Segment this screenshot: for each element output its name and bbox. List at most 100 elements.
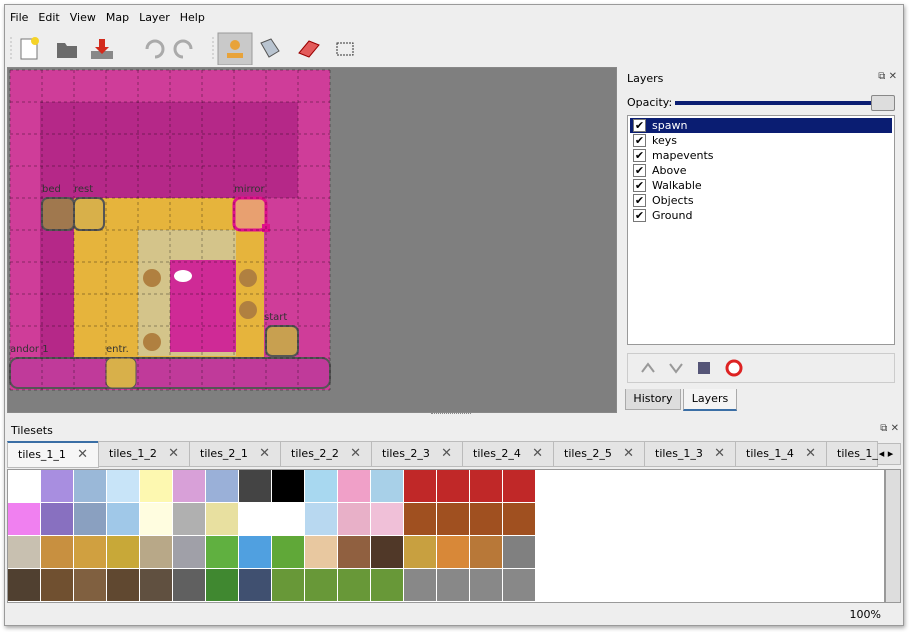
tile[interactable] <box>140 569 172 601</box>
duplicate-layer[interactable] <box>698 362 710 374</box>
tileset-tab[interactable]: tiles_1_2 ✕ <box>98 441 190 467</box>
tile[interactable] <box>437 470 469 502</box>
splitter[interactable] <box>431 413 471 417</box>
tab-close[interactable]: ✕ <box>532 446 543 461</box>
tab-close[interactable]: ✕ <box>168 446 179 461</box>
tile[interactable] <box>173 536 205 568</box>
tile[interactable] <box>41 503 73 535</box>
raise-layer[interactable] <box>641 362 655 373</box>
tile[interactable] <box>173 503 205 535</box>
lower-layer[interactable] <box>669 363 683 374</box>
tile[interactable] <box>404 569 436 601</box>
tile[interactable] <box>470 536 502 568</box>
tile[interactable] <box>338 503 370 535</box>
tile[interactable] <box>41 536 73 568</box>
tileset-tab[interactable]: tiles_2_3 ✕ <box>371 441 463 467</box>
tile[interactable] <box>140 470 172 502</box>
tile[interactable] <box>503 569 535 601</box>
tile[interactable] <box>503 536 535 568</box>
tile[interactable] <box>437 503 469 535</box>
menu-item[interactable]: Map <box>105 11 130 24</box>
tile[interactable] <box>140 536 172 568</box>
tile[interactable] <box>74 503 106 535</box>
fill-tool[interactable] <box>260 38 280 58</box>
tile[interactable] <box>107 569 139 601</box>
tileset-tab[interactable]: tiles_2_1 ✕ <box>189 441 281 467</box>
layer-visibility[interactable]: ✔ <box>633 119 646 132</box>
tileset-tab[interactable]: tiles_2_2 ✕ <box>280 441 372 467</box>
tile[interactable] <box>470 569 502 601</box>
tileset-tab[interactable]: tiles_2_4 ✕ <box>462 441 554 467</box>
tileset-tab[interactable]: tiles_1_3 ✕ <box>644 441 736 467</box>
tile[interactable] <box>371 503 403 535</box>
layer-row[interactable]: ✔ keys <box>630 133 892 148</box>
eraser-tool[interactable] <box>298 40 320 58</box>
tab-close[interactable]: ✕ <box>805 446 816 461</box>
scrollbar[interactable] <box>885 469 901 603</box>
tile[interactable] <box>74 470 106 502</box>
tab-close[interactable]: ✕ <box>77 447 88 462</box>
save-icon[interactable] <box>91 51 113 59</box>
tile[interactable] <box>470 470 502 502</box>
tile[interactable] <box>305 569 337 601</box>
tile[interactable] <box>437 536 469 568</box>
tile[interactable] <box>140 503 172 535</box>
menu-item[interactable]: Layer <box>139 11 170 24</box>
opacity-track[interactable] <box>675 101 875 105</box>
dock-tab[interactable]: History <box>625 389 681 410</box>
tile[interactable] <box>206 536 238 568</box>
tile[interactable] <box>41 470 73 502</box>
menu-item[interactable]: View <box>69 11 96 24</box>
tile[interactable] <box>404 503 436 535</box>
layer-row[interactable]: ✔ Ground <box>630 208 892 223</box>
tab-close[interactable]: ✕ <box>714 446 725 461</box>
tile[interactable] <box>41 569 73 601</box>
menu-item[interactable]: Help <box>179 11 205 24</box>
tab-scroll[interactable]: ◂ ▸ <box>871 443 901 465</box>
layer-visibility[interactable]: ✔ <box>633 149 646 162</box>
tab-close[interactable]: ✕ <box>623 446 634 461</box>
tile[interactable] <box>305 536 337 568</box>
tile[interactable] <box>371 470 403 502</box>
menu-item[interactable]: Edit <box>38 11 60 24</box>
tile[interactable] <box>503 470 535 502</box>
tile[interactable] <box>305 470 337 502</box>
layer-visibility[interactable]: ✔ <box>633 194 646 207</box>
opacity-handle[interactable] <box>871 95 895 111</box>
tile[interactable] <box>371 569 403 601</box>
tile[interactable] <box>338 536 370 568</box>
tile[interactable] <box>239 569 271 601</box>
tile[interactable] <box>305 503 337 535</box>
layer-visibility[interactable]: ✔ <box>633 164 646 177</box>
tile[interactable] <box>107 503 139 535</box>
dock-buttons[interactable]: ⧉ ✕ <box>878 71 897 82</box>
tile[interactable] <box>338 470 370 502</box>
tab-close[interactable]: ✕ <box>441 446 452 461</box>
tile[interactable] <box>272 536 304 568</box>
layer-row[interactable]: ✔ mapevents <box>630 148 892 163</box>
layer-row[interactable]: ✔ Objects <box>630 193 892 208</box>
tile[interactable] <box>173 470 205 502</box>
tile[interactable] <box>74 569 106 601</box>
undo-icon[interactable] <box>145 39 165 59</box>
tile[interactable] <box>272 470 304 502</box>
tab-close[interactable]: ✕ <box>259 446 270 461</box>
layer-row[interactable]: ✔ Walkable <box>630 178 892 193</box>
tab-close[interactable]: ✕ <box>350 446 361 461</box>
redo-icon[interactable] <box>173 39 193 59</box>
tile[interactable] <box>239 536 271 568</box>
layer-visibility[interactable]: ✔ <box>633 179 646 192</box>
layer-visibility[interactable]: ✔ <box>633 209 646 222</box>
tileset-tab[interactable]: tiles_2_5 ✕ <box>553 441 645 467</box>
tile[interactable] <box>437 569 469 601</box>
dock-tab[interactable]: Layers <box>683 389 737 411</box>
layer-visibility[interactable]: ✔ <box>633 134 646 147</box>
tile[interactable] <box>239 503 271 535</box>
tile[interactable] <box>239 470 271 502</box>
tile[interactable] <box>371 536 403 568</box>
menu-item[interactable]: File <box>10 11 29 24</box>
tile[interactable] <box>503 503 535 535</box>
open-icon[interactable] <box>57 43 77 58</box>
tile[interactable] <box>8 470 40 502</box>
tileset-tab[interactable]: tiles_1_4 ✕ <box>735 441 827 467</box>
